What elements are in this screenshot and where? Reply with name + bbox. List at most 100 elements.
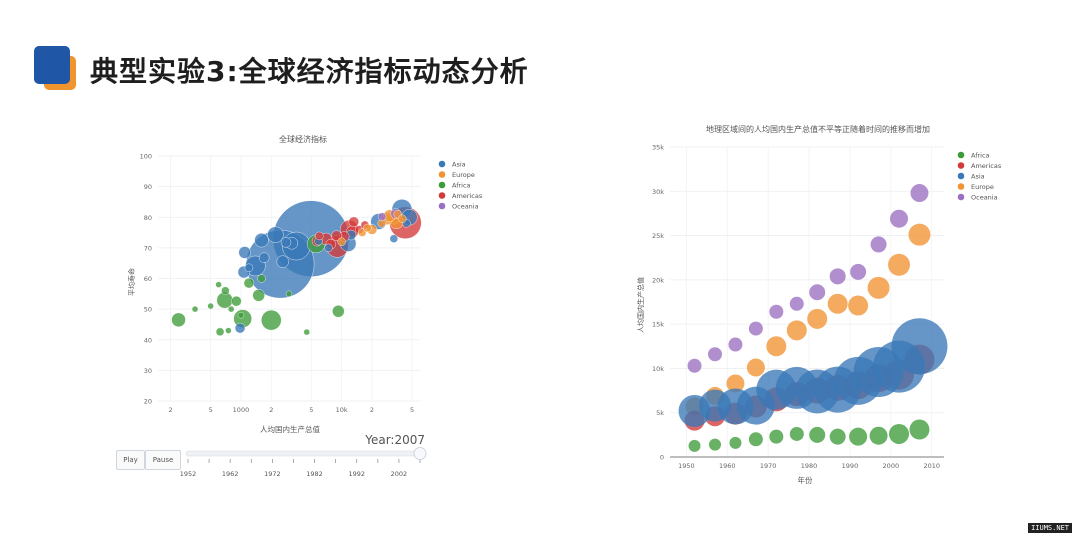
right-point-africa (729, 436, 742, 449)
right-point-oceania (789, 296, 804, 311)
left-chart: 全球经济指标 20 30 40 50 60 70 80 90 100 2 5 1000 2 5 10k 2 5… (127, 134, 483, 478)
left-point-asia (254, 233, 269, 248)
right-legend-marker (957, 162, 965, 169)
right-chart: 地理区域间的人均国内生产总值不平等正随着时间的推移而增加 0 5k 10k 15k 20… (636, 124, 1002, 485)
left-point-africa (303, 328, 310, 336)
right-point-oceania (850, 263, 867, 280)
left-chart-legend: Asia Europe Africa Americas Oceania (438, 160, 483, 211)
left-legend-marker (438, 160, 446, 168)
left-legend-marker (438, 192, 446, 199)
left-point-africa (215, 281, 222, 288)
left-point-africa (215, 327, 225, 336)
right-y-tick: 35k (652, 144, 664, 152)
right-point-oceania (809, 284, 826, 301)
left-point-asia (389, 234, 399, 243)
slider-tick-label: 1992 (348, 470, 365, 478)
right-x-tick: 1970 (760, 462, 777, 470)
right-legend-marker (957, 151, 965, 159)
left-x-tick: 2 (169, 406, 173, 414)
left-legend-marker (438, 181, 446, 189)
right-point-africa (829, 428, 846, 445)
right-chart-title: 地理区域间的人均国内生产总值不平等正随着时间的推移而增加 (706, 124, 930, 134)
right-legend-label: Oceania (971, 194, 998, 202)
right-point-europe (726, 374, 745, 393)
right-x-tick: 1960 (719, 462, 736, 470)
right-y-tick: 25k (652, 232, 664, 240)
left-point-asia (238, 246, 251, 259)
right-x-tick: 1950 (678, 462, 695, 470)
slide-title: 典型实验3:全球经济指标动态分析 (90, 55, 529, 88)
right-chart-y-label: 人均国内生产总值 (636, 277, 645, 333)
right-x-tick: 1980 (801, 462, 818, 470)
right-legend-label: Africa (971, 152, 990, 160)
right-point-oceania (728, 337, 743, 352)
right-legend-marker (957, 183, 965, 190)
left-y-tick: 60 (144, 275, 152, 283)
left-point-africa (285, 290, 293, 298)
left-point-africa (237, 312, 245, 319)
left-y-tick: 30 (144, 367, 152, 375)
slider-handle[interactable] (413, 447, 427, 460)
right-legend-label: Americas (971, 162, 1002, 170)
left-point-africa (221, 286, 230, 295)
left-point-africa (261, 309, 282, 331)
left-point-africa (191, 305, 199, 313)
right-point-oceania (910, 184, 929, 203)
left-point-americas (331, 230, 342, 241)
right-point-europe (867, 276, 890, 299)
left-legend-label: Asia (452, 161, 466, 169)
left-y-tick: 20 (144, 398, 152, 406)
left-point-africa (207, 302, 214, 310)
left-chart-y-ticks: 20 30 40 50 60 70 80 90 100 (140, 153, 152, 406)
right-point-europe (848, 295, 869, 316)
right-point-africa (748, 432, 763, 447)
left-chart-title: 全球经济指标 (279, 134, 327, 144)
right-point-africa (849, 427, 868, 446)
year-slider[interactable]: 1952 1962 1972 1982 1992 2002 (180, 447, 427, 479)
right-x-tick: 2010 (923, 462, 940, 470)
left-point-americas (315, 231, 324, 241)
right-point-europe (746, 358, 765, 377)
right-point-europe (888, 253, 911, 276)
right-point-oceania (687, 358, 702, 373)
left-point-asia (280, 237, 292, 248)
left-y-tick: 40 (144, 336, 152, 344)
left-point-europe (337, 237, 346, 246)
right-y-tick: 30k (652, 188, 664, 196)
left-y-tick: 80 (144, 214, 152, 222)
left-point-asia (324, 243, 333, 253)
right-point-europe (908, 223, 931, 246)
left-chart-x-ticks: 2 5 1000 2 5 10k 2 5 (169, 406, 415, 414)
right-chart-legend: Africa Americas Asia Europe Oceania (957, 151, 1002, 202)
left-legend-marker (438, 202, 446, 210)
slide-logo-icon (34, 46, 76, 90)
right-point-oceania (769, 304, 784, 319)
right-point-africa (789, 426, 804, 441)
right-x-tick: 1990 (842, 462, 859, 470)
right-point-africa (889, 423, 910, 444)
left-point-africa (228, 305, 235, 313)
right-point-europe (807, 308, 828, 329)
left-legend-label: Europe (452, 171, 475, 179)
right-point-asia (891, 318, 948, 375)
play-button[interactable]: Play (116, 450, 145, 470)
right-point-oceania (707, 347, 722, 362)
left-point-oceania (377, 212, 387, 221)
left-point-asia (276, 255, 289, 268)
right-point-oceania (870, 236, 887, 253)
slider-ticks: 1952 1962 1972 1982 1992 2002 (180, 459, 421, 478)
left-point-asia (244, 263, 254, 272)
right-y-tick: 5k (656, 409, 664, 417)
right-chart-x-label: 年份 (798, 475, 813, 485)
left-point-europe (398, 214, 407, 223)
left-point-africa (231, 295, 242, 307)
left-point-africa (252, 289, 265, 302)
slider-tick-label: 2002 (391, 470, 408, 478)
left-point-africa (243, 277, 255, 289)
right-y-tick: 15k (652, 321, 664, 329)
year-label: Year:2007 (364, 433, 425, 447)
right-point-africa (809, 426, 826, 443)
slider-tick-label: 1962 (222, 470, 239, 478)
pause-button[interactable]: Pause (145, 450, 181, 470)
right-point-africa (688, 439, 701, 452)
